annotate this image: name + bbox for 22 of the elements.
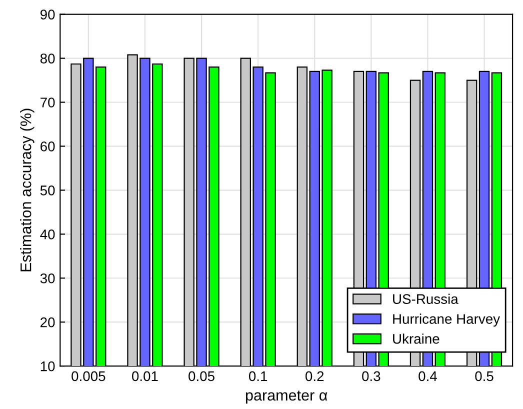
x-tick-label: 0.1: [248, 371, 268, 382]
x-axis-title: parameter α: [246, 390, 328, 404]
y-tick-label: 30: [40, 273, 55, 284]
x-tick-label: 0.005: [72, 371, 106, 382]
x-tick-label: 0.5: [475, 371, 494, 382]
x-tick-label: 0.2: [306, 371, 324, 382]
x-tick-label: 0.3: [362, 371, 380, 382]
x-tick-label: 0.4: [418, 371, 437, 382]
y-tick-label: 40: [40, 229, 55, 240]
legend-label: Hurricane Harvey: [393, 314, 500, 327]
y-tick-label: 60: [40, 142, 55, 152]
y-tick-label: 70: [40, 98, 55, 108]
x-tick-label: 0.05: [188, 371, 214, 382]
y-tick-label: 50: [40, 186, 55, 196]
legend-label: Ukraine: [393, 334, 440, 344]
y-tick-label: 20: [40, 317, 55, 328]
y-axis-title: Estimation accuracy (%): [20, 108, 34, 272]
legend-label: US-Russia: [393, 294, 458, 304]
y-tick-label: 10: [40, 361, 55, 372]
y-tick-label: 90: [40, 10, 55, 20]
x-tick-label: 0.01: [132, 371, 158, 382]
y-tick-label: 80: [40, 54, 55, 64]
